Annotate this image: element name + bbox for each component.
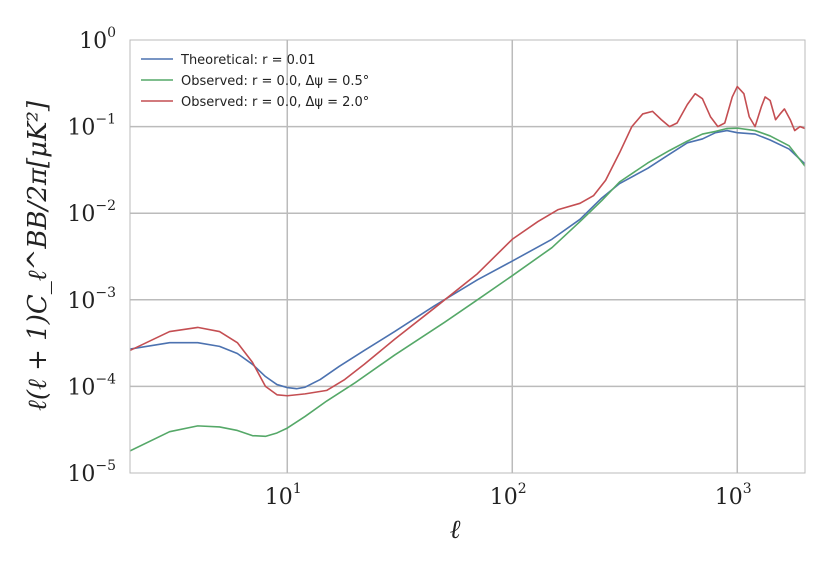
y-tick-label-exponent: 0	[107, 25, 116, 41]
y-tick-label-exponent: −3	[95, 285, 116, 301]
plot-frame	[129, 39, 806, 474]
x-tick-label-base: 10	[715, 485, 743, 510]
x-tick-label-base: 10	[265, 485, 293, 510]
y-tick-label: 10−2	[67, 198, 116, 227]
x-tick-label-exponent: 2	[518, 481, 527, 497]
y-tick-label-base: 10	[67, 116, 95, 141]
y-tick-label: 10−1	[67, 112, 116, 141]
series-layer	[130, 85, 805, 452]
x-tick-labels: 101 102 103	[265, 481, 752, 510]
y-tick-label: 10−5	[67, 458, 116, 487]
y-tick-label: 10−4	[67, 371, 116, 400]
y-tick-label-base: 10	[67, 202, 95, 227]
y-axis-label: ℓ(ℓ + 1)C_ℓ^BB/2π[μK²]	[23, 100, 53, 411]
y-tick-label: 100	[79, 25, 116, 54]
legend-label: Observed: r = 0.0, Δψ = 0.5°	[181, 74, 369, 89]
y-tick-label-base: 10	[67, 462, 95, 487]
legend: Theoretical: r = 0.01 Observed: r = 0.0, …	[141, 53, 369, 110]
x-tick-label: 103	[715, 481, 752, 510]
series-line-3	[130, 85, 805, 397]
y-tick-label-exponent: −5	[95, 458, 116, 474]
x-axis-label: ℓ	[450, 515, 461, 545]
y-tick-label-base: 10	[67, 289, 95, 314]
x-tick-label-exponent: 1	[293, 481, 302, 497]
y-tick-label: 10−3	[67, 285, 116, 314]
legend-label: Observed: r = 0.0, Δψ = 2.0°	[181, 95, 369, 110]
y-tick-label-base: 10	[79, 29, 107, 54]
x-tick-label: 102	[490, 481, 527, 510]
grid	[130, 40, 805, 473]
y-tick-label-base: 10	[67, 375, 95, 400]
y-tick-label-exponent: −4	[95, 371, 116, 387]
x-tick-label-base: 10	[490, 485, 518, 510]
series-line-2	[130, 127, 805, 452]
x-tick-label: 101	[265, 481, 302, 510]
y-tick-label-exponent: −1	[95, 112, 116, 128]
series-line-1	[130, 129, 805, 390]
legend-label: Theoretical: r = 0.01	[180, 53, 316, 68]
x-tick-label-exponent: 3	[743, 481, 752, 497]
y-tick-label-exponent: −2	[95, 198, 116, 214]
